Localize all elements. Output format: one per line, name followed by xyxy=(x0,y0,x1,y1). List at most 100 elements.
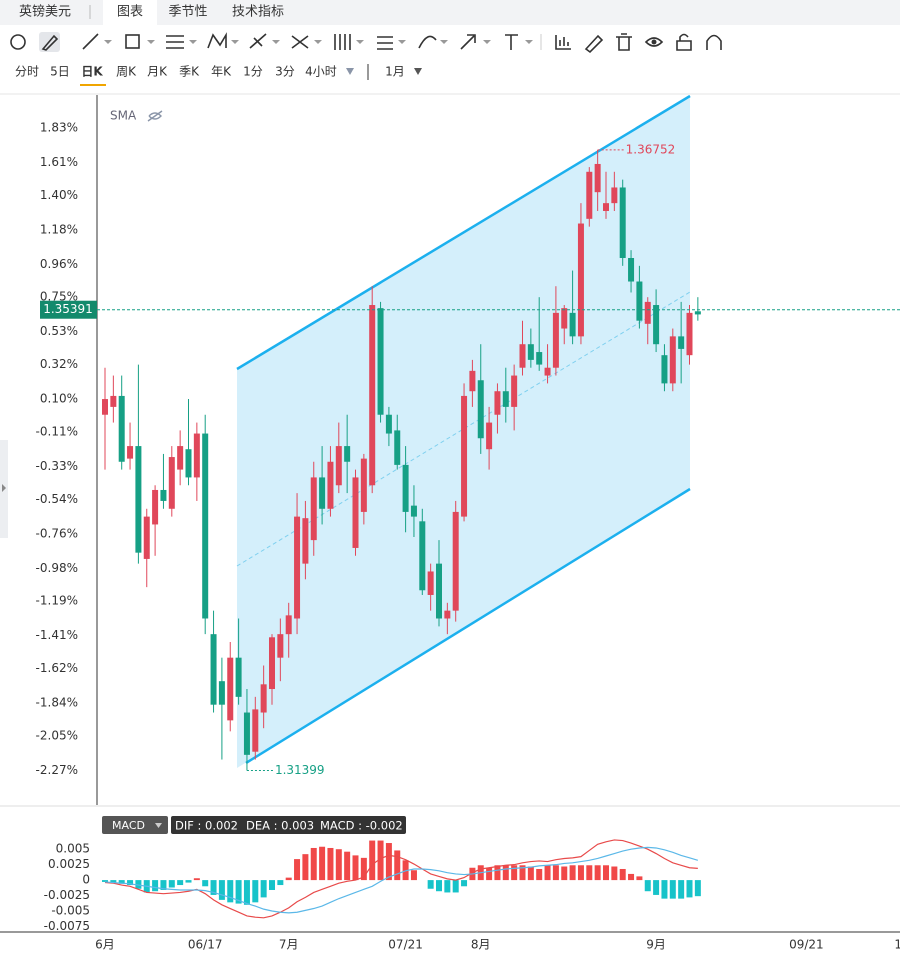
tab[interactable]: 图表 xyxy=(117,5,143,20)
tool-icon[interactable] xyxy=(207,32,227,49)
period[interactable]: 5日 xyxy=(50,65,70,79)
y-tick-label: 1.18% xyxy=(40,222,78,236)
candle-body xyxy=(269,637,275,690)
y-tick-label: -1.19% xyxy=(36,594,78,608)
candle-body xyxy=(243,712,250,755)
candle-body xyxy=(385,414,392,434)
channel-mid xyxy=(236,291,691,567)
macd-bar xyxy=(436,880,442,892)
candle-body xyxy=(143,516,150,559)
tool-icon[interactable] xyxy=(82,33,99,50)
y-tick-label: -0.005 xyxy=(51,903,90,917)
period[interactable]: 月K xyxy=(147,65,168,79)
macd-bar xyxy=(536,868,543,881)
y-tick-label: -1.41% xyxy=(36,628,78,642)
range[interactable]: 1月 xyxy=(385,65,405,79)
period[interactable]: 年K xyxy=(211,65,232,79)
macd-bar xyxy=(394,850,401,881)
candle-body xyxy=(452,511,459,611)
candle-body xyxy=(193,433,200,478)
macd-bar xyxy=(502,865,509,881)
tool-icon[interactable] xyxy=(334,34,351,50)
y-tick-label: -0.98% xyxy=(36,561,78,575)
min-label: 1.31399 xyxy=(275,763,325,777)
candle-body xyxy=(235,657,242,697)
tool-icon[interactable] xyxy=(616,33,632,51)
tab[interactable]: 季节性 xyxy=(168,5,207,20)
tool-icon[interactable] xyxy=(418,35,437,49)
candle-body xyxy=(419,521,426,591)
tool-icon[interactable] xyxy=(644,37,664,47)
candle-body xyxy=(469,370,476,392)
tool-icon[interactable] xyxy=(555,35,571,50)
y-tick-label: -1.62% xyxy=(36,661,78,675)
macd-bar xyxy=(235,880,242,904)
tool-icon[interactable] xyxy=(505,34,518,50)
y-tick-label: -0.33% xyxy=(36,459,78,473)
x-tick-label: 07/21 xyxy=(388,938,423,952)
symbol-tab[interactable]: 英镑美元 xyxy=(19,4,71,20)
dropdown-arrow[interactable] xyxy=(414,68,422,75)
tool-icon[interactable] xyxy=(706,34,722,51)
tool-icon[interactable] xyxy=(41,34,59,51)
macd-bar xyxy=(335,849,342,881)
candle-body xyxy=(160,489,167,501)
macd-bar xyxy=(260,880,267,898)
tool-icon[interactable] xyxy=(291,35,309,49)
macd-bar xyxy=(185,880,192,883)
tool-icon[interactable] xyxy=(676,33,692,51)
candle-body xyxy=(519,344,526,368)
macd-bar xyxy=(527,866,534,881)
tool-icon[interactable] xyxy=(249,33,267,49)
active-underline xyxy=(80,84,106,86)
candle-body xyxy=(152,489,159,525)
candle-body xyxy=(352,477,359,548)
period-active[interactable]: 日K xyxy=(81,65,103,79)
macd-bar xyxy=(243,880,250,905)
x-tick-label: 09/21 xyxy=(789,938,824,952)
macd-bar xyxy=(561,866,568,881)
macd-bar xyxy=(661,880,668,899)
macd-bar xyxy=(127,880,134,886)
candle-body xyxy=(227,657,234,721)
macd-bar xyxy=(152,880,159,892)
period[interactable]: 季K xyxy=(179,65,200,79)
tool-icon[interactable] xyxy=(10,34,26,50)
candle-body xyxy=(127,446,134,459)
period[interactable]: 分时 xyxy=(15,65,39,79)
tool-icon[interactable] xyxy=(460,34,476,50)
macd-button[interactable] xyxy=(102,816,168,834)
tab[interactable]: 技术指标 xyxy=(232,5,284,20)
legend-dif: DIF : 0.002 xyxy=(175,819,238,833)
hide-icon[interactable] xyxy=(147,110,163,122)
macd-bar xyxy=(385,843,392,881)
tool-icon[interactable] xyxy=(125,34,140,49)
period[interactable]: 4小时 xyxy=(305,65,337,79)
period[interactable]: 3分 xyxy=(275,65,295,79)
dropdown-arrow[interactable] xyxy=(346,68,354,75)
macd-bar xyxy=(519,865,526,881)
period[interactable]: 1分 xyxy=(243,65,263,79)
channel-upper[interactable] xyxy=(236,94,691,371)
y-tick-label: -0.0075 xyxy=(44,919,90,933)
candle-body xyxy=(118,395,125,462)
macd-bar xyxy=(202,880,209,887)
macd-bar xyxy=(118,880,125,884)
tool-icon[interactable] xyxy=(166,35,184,49)
period[interactable]: 周K xyxy=(116,65,137,79)
active-tab xyxy=(103,0,157,25)
last-price-label: 1.35391 xyxy=(43,302,93,316)
tool-icon[interactable] xyxy=(377,36,393,50)
candle-body xyxy=(135,446,142,553)
macd-bar xyxy=(452,880,459,893)
y-tick-label: -2.05% xyxy=(36,729,78,743)
candle-body xyxy=(552,312,559,368)
dropdown-arrow xyxy=(155,823,162,828)
macd-bar xyxy=(310,847,317,881)
channel-lower[interactable] xyxy=(245,487,691,765)
tool-icon[interactable] xyxy=(584,34,604,54)
y-tick-label: -0.76% xyxy=(36,526,78,540)
candle-body xyxy=(252,709,259,752)
macd-bar xyxy=(102,880,108,882)
